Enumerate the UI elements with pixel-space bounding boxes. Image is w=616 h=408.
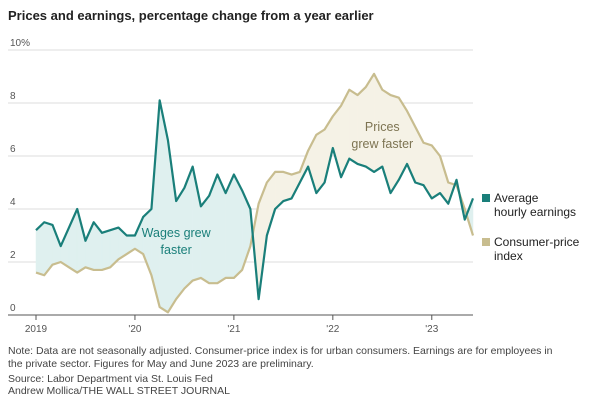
series-line-earnings (35, 99, 475, 301)
legend-label-cpi-line1: Consumer-price (494, 235, 580, 249)
x-tick-label: '20 (128, 324, 141, 335)
annotations: Wages grew faster Prices grew faster (142, 120, 414, 257)
legend-label-earnings-line1: Average (494, 191, 539, 205)
y-tick-label: 8 (10, 91, 16, 102)
x-tick-label: '21 (227, 324, 240, 335)
annotation-label: faster (161, 243, 192, 257)
gap-shading (35, 72, 474, 314)
y-tick-label: 0 (10, 303, 16, 314)
gap-fill-segment (93, 221, 103, 271)
annotation-label: grew faster (351, 137, 413, 151)
gap-fill-segment (76, 208, 86, 274)
y-tick-label: 4 (10, 197, 16, 208)
y-tick-label: 6 (10, 144, 16, 155)
gap-fill-segment (283, 171, 292, 202)
x-axis-ticks: 2019 '20 '21 '22 '23 (25, 315, 439, 335)
x-tick-label: '23 (425, 324, 438, 335)
series-line-cpi (35, 72, 475, 314)
grid-lines (8, 49, 473, 316)
chart-credit: Andrew Mollica/THE WALL STREET JOURNAL (8, 385, 230, 397)
legend-swatch-cpi (482, 238, 490, 246)
x-tick-label: 2019 (25, 324, 48, 335)
legend-swatch-earnings (482, 194, 490, 202)
annotation-label: Wages grew (142, 226, 212, 240)
chart-title: Prices and earnings, percentage change f… (8, 8, 374, 23)
chart-note: Note: Data are not seasonally adjusted. … (8, 345, 553, 370)
series-lines (35, 72, 475, 314)
y-tick-label: 10% (10, 38, 30, 49)
gap-fill-segment (60, 227, 70, 268)
y-axis-ticks: 0 2 4 6 8 10% (10, 38, 30, 314)
y-tick-label: 2 (10, 250, 16, 261)
legend-label-cpi-line2: index (494, 249, 523, 263)
gap-fill-segment (101, 229, 111, 271)
chart-source: Source: Labor Department via St. Louis F… (8, 373, 213, 385)
gap-fill-segment (349, 89, 358, 165)
x-tick-label: '22 (326, 324, 339, 335)
legend-label-earnings-line2: hourly earnings (494, 205, 577, 219)
annotation-label: Prices (365, 120, 400, 134)
